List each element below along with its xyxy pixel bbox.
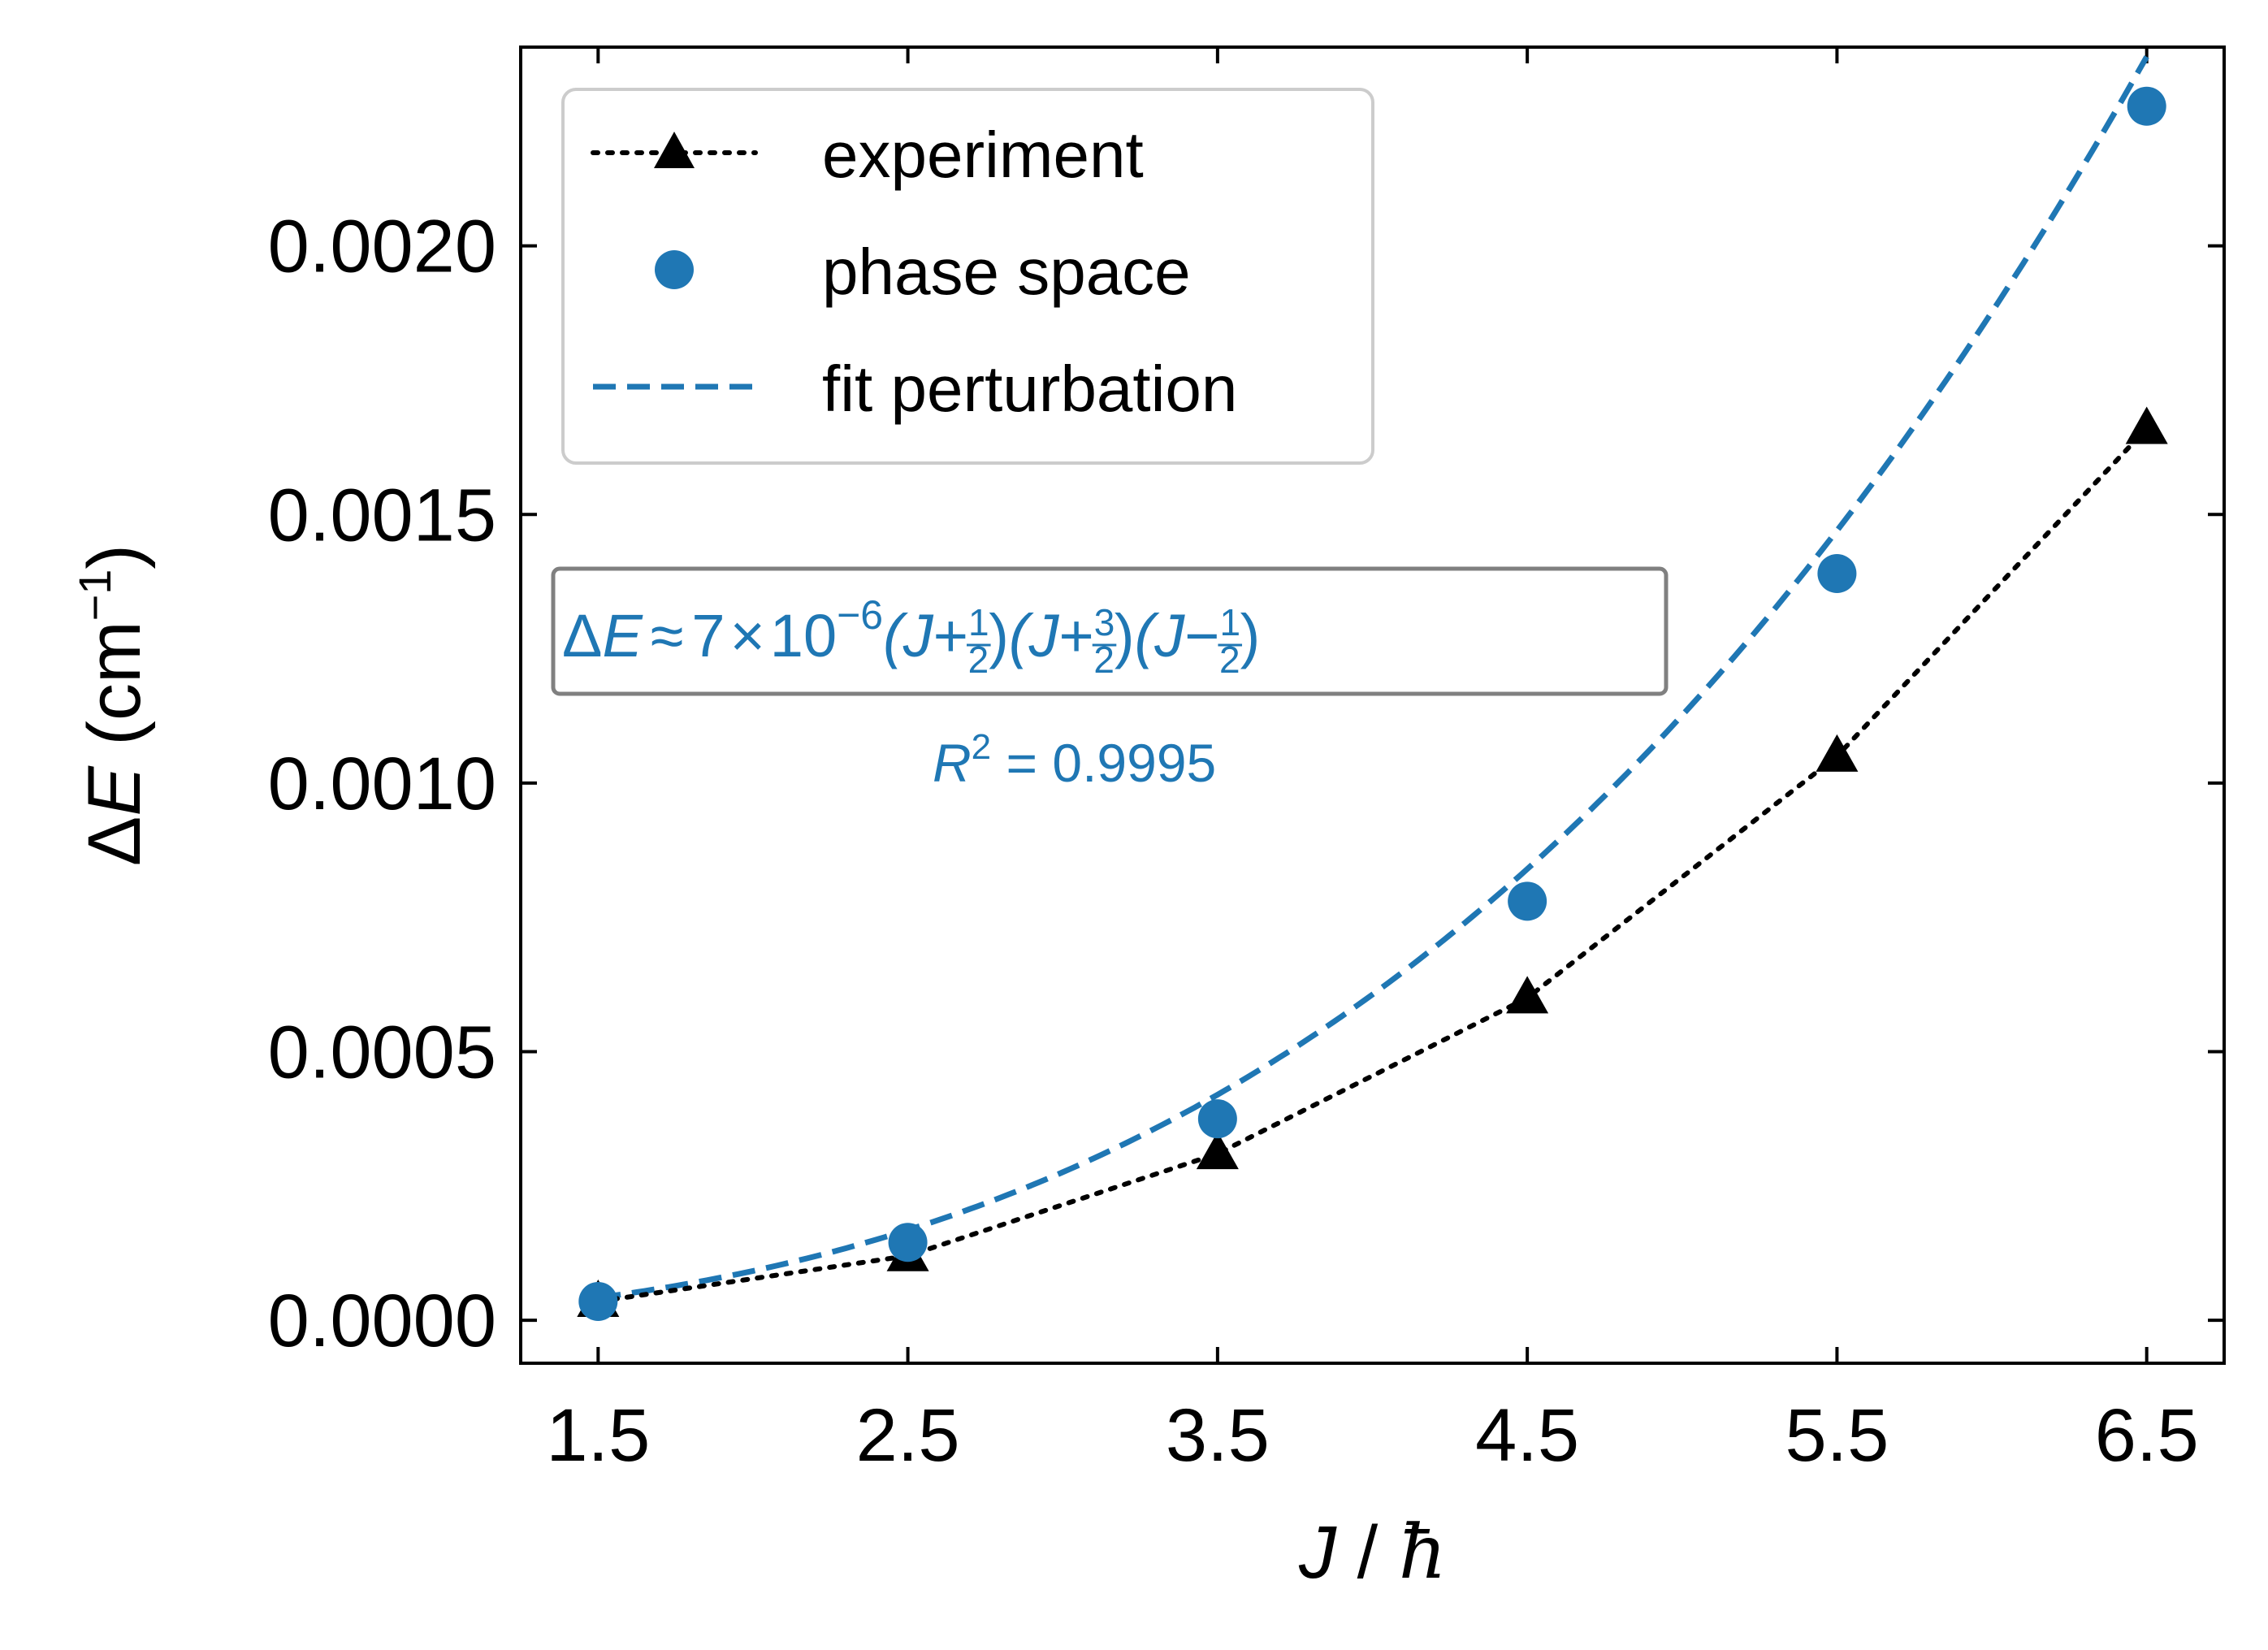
experiment-point xyxy=(1506,976,1549,1014)
legend-triangle-icon xyxy=(654,132,695,168)
legend-entry-fit: fit perturbation xyxy=(593,353,1237,425)
experiment-point xyxy=(1816,734,1859,772)
eq-f1-sign: + xyxy=(933,602,968,669)
legend-circle-icon xyxy=(655,250,694,289)
x-tick-label: 4.5 xyxy=(1475,1394,1579,1477)
y-axis-var: E xyxy=(73,765,156,816)
eq-f1-num: 1 xyxy=(968,601,989,643)
phase-space-point xyxy=(888,1223,928,1262)
eq-f3-close: ) xyxy=(1240,602,1261,669)
x-tick-label: 2.5 xyxy=(856,1394,960,1477)
eq-f3-open: (J xyxy=(1135,602,1186,669)
x-tick-labels: 1.5 2.5 3.5 4.5 5.5 6.5 xyxy=(546,1394,2198,1477)
series-layer xyxy=(577,55,2168,1321)
y-tick-labels: 0.0000 0.0005 0.0010 0.0015 0.0020 xyxy=(268,206,496,1362)
y-tick-label: 0.0000 xyxy=(268,1280,496,1362)
phase-space-point xyxy=(2127,86,2166,126)
x-tick-label: 3.5 xyxy=(1166,1394,1270,1477)
x-tick-label: 5.5 xyxy=(1785,1394,1889,1477)
eq-times: × xyxy=(730,602,765,669)
eq-f2-num: 3 xyxy=(1094,601,1115,643)
x-tick-label: 6.5 xyxy=(2095,1394,2199,1477)
annotation-box xyxy=(551,566,1669,696)
y-axis-unit-open: (cm xyxy=(73,621,156,766)
eq-approx: ≈ xyxy=(651,602,684,669)
y-tick-label: 0.0020 xyxy=(268,206,496,288)
eq-f2-open: (J xyxy=(1009,602,1060,669)
r2-value: = 0.9995 xyxy=(991,733,1216,793)
fit-annotation: ΔE ≈7×10−6(J+1 2)(J+3 2)(J−1 2) R2 = 0.9995 xyxy=(551,566,1669,793)
legend-label-experiment: experiment xyxy=(822,119,1144,191)
legend-entry-experiment: experiment xyxy=(591,119,1144,191)
plot-frame xyxy=(519,45,2226,1365)
legend: experiment phase space fit perturbation xyxy=(561,88,1374,465)
fit-equation: ΔE ≈7×10−6(J+1 2)(J+3 2)(J−1 2) xyxy=(562,592,1260,681)
x-axis-sep: / xyxy=(1336,1511,1399,1594)
eq-exponent: −6 xyxy=(837,592,883,638)
x-axis-unit: ħ xyxy=(1399,1509,1447,1596)
fit-curve xyxy=(597,55,2149,1301)
eq-delta: Δ xyxy=(562,602,602,669)
y-axis-exp: −1 xyxy=(69,569,120,621)
legend-label-fit: fit perturbation xyxy=(822,353,1237,425)
y-tick-label: 0.0015 xyxy=(268,474,496,556)
eq-f1-close: ) xyxy=(989,602,1009,669)
y-axis-label: ΔE (cm−1) xyxy=(69,544,156,866)
y-axis-unit-close: ) xyxy=(73,544,156,569)
r-squared: R2 = 0.9995 xyxy=(933,727,1216,793)
legend-entry-phase-space: phase space xyxy=(655,236,1191,308)
y-axis-delta: Δ xyxy=(73,816,156,866)
x-axis-var: J xyxy=(1298,1511,1337,1594)
eq-f3-sign: − xyxy=(1184,602,1219,669)
axis-ticks xyxy=(521,47,2224,1363)
eq-base: 10 xyxy=(770,602,837,669)
experiment-point xyxy=(1196,1132,1239,1170)
experiment-point xyxy=(2125,406,2168,444)
r2-label: R xyxy=(933,733,972,793)
legend-box xyxy=(561,88,1374,465)
eq-coef: 7 xyxy=(691,602,725,669)
phase-space-point xyxy=(1197,1099,1237,1139)
experiment-line xyxy=(595,426,2149,1304)
y-tick-label: 0.0010 xyxy=(268,743,496,825)
eq-f2-sign: + xyxy=(1059,602,1094,669)
eq-f1-open: (J xyxy=(883,602,934,669)
phase-space-point xyxy=(1508,881,1547,921)
x-axis-label: J / ħ xyxy=(1298,1509,1447,1596)
x-tick-label: 1.5 xyxy=(546,1394,650,1477)
eq-f2-close: ) xyxy=(1115,602,1135,669)
r2-exp: 2 xyxy=(972,727,991,767)
legend-label-phase-space: phase space xyxy=(822,236,1191,308)
eq-var: E xyxy=(602,602,643,669)
phase-space-point xyxy=(1817,554,1857,593)
eq-f3-num: 1 xyxy=(1219,601,1240,643)
y-tick-label: 0.0005 xyxy=(268,1011,496,1094)
phase-space-point xyxy=(578,1281,618,1321)
